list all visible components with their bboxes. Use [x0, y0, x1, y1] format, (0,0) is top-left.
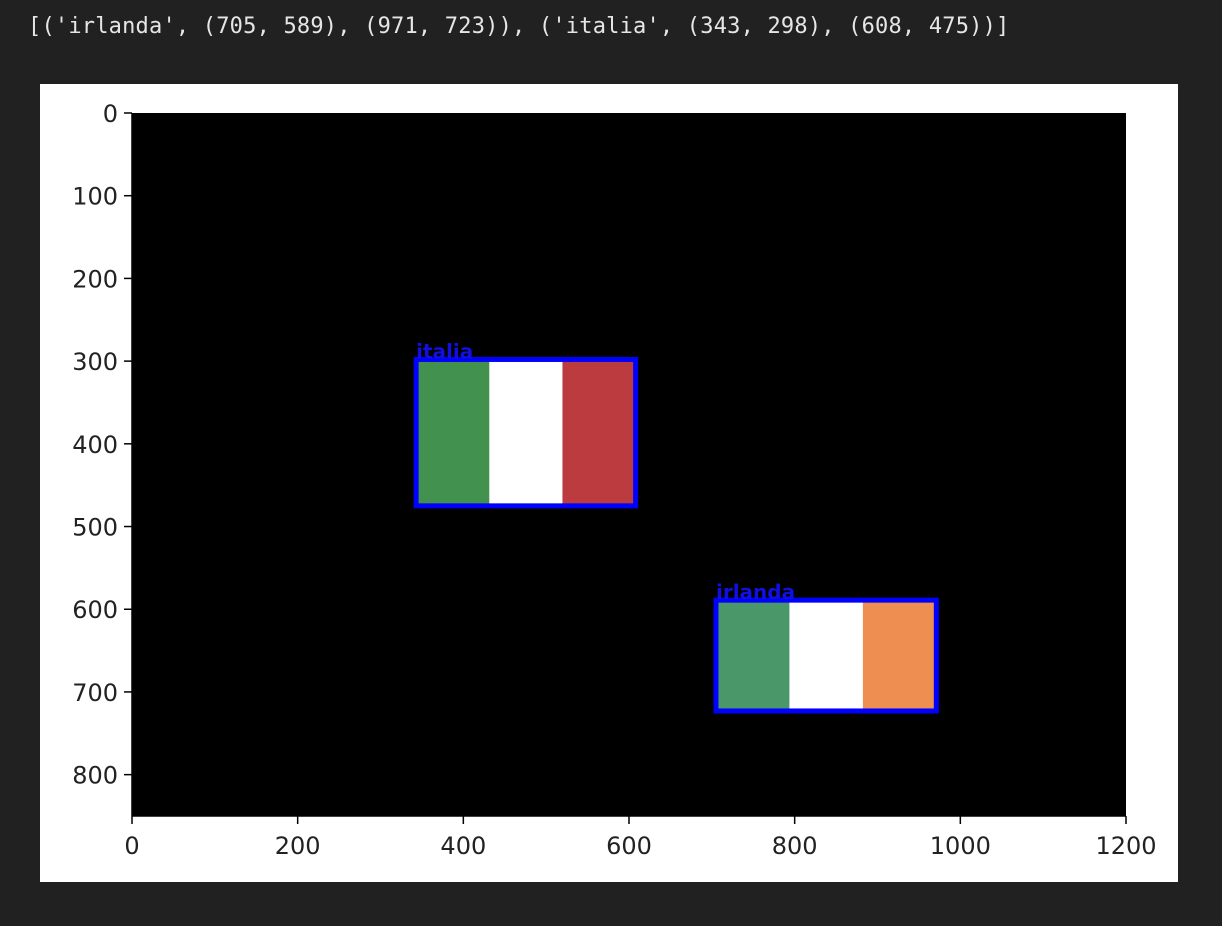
y-tick-label: 300: [72, 348, 118, 376]
x-tick-label: 800: [772, 832, 818, 860]
y-tick-label: 800: [72, 762, 118, 790]
bounding-box-italia: [413, 356, 639, 509]
y-tick-label: 500: [72, 514, 118, 542]
flag-stripe-irlanda-3: [862, 600, 937, 711]
flag-stripe-italia-2: [489, 359, 563, 506]
image-plot: italia irlanda 0 200 400 600 800 1000 1200 0 100 20…: [72, 100, 1156, 860]
y-tick-label: 0: [103, 100, 118, 128]
flag-stripe-irlanda-2: [789, 600, 864, 711]
box-label-italia: italia: [416, 339, 473, 363]
matplotlib-figure: italia irlanda 0 200 400 600 800 1000 1200 0 100 20…: [40, 84, 1178, 882]
box-label-irlanda: irlanda: [716, 580, 795, 604]
flag-stripe-italia-1: [416, 359, 490, 506]
x-tick-label: 1000: [930, 832, 991, 860]
y-tick-label: 600: [72, 596, 118, 624]
flag-stripe-italia-3: [562, 359, 637, 506]
y-tick-label: 700: [72, 679, 118, 707]
x-tick-label: 400: [440, 832, 486, 860]
flag-stripe-irlanda-1: [715, 600, 790, 711]
x-tick-label: 200: [275, 832, 321, 860]
y-tick-label: 100: [72, 183, 118, 211]
y-tick-label: 200: [72, 265, 118, 293]
x-tick-label: 1200: [1095, 832, 1156, 860]
x-tick-label: 0: [124, 832, 139, 860]
y-tick-label: 400: [72, 431, 118, 459]
cell-output-text: [('irlanda', (705, 589), (971, 723)), ('…: [28, 14, 1010, 39]
bounding-box-irlanda: [713, 597, 939, 714]
x-tick-label: 600: [606, 832, 652, 860]
